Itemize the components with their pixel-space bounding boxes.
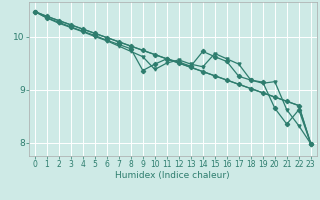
X-axis label: Humidex (Indice chaleur): Humidex (Indice chaleur) (116, 171, 230, 180)
